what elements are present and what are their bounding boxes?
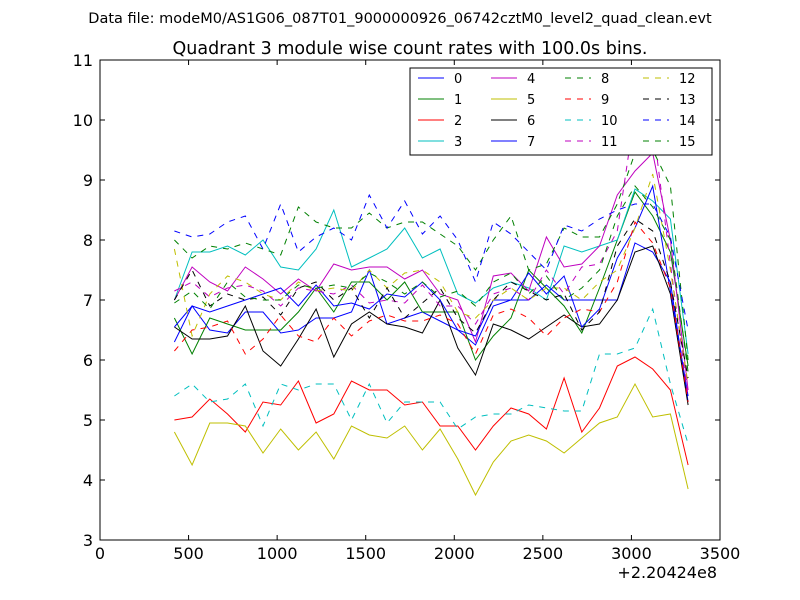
x-tick-label: 0 [95, 544, 105, 563]
series-line-15 [174, 185, 689, 373]
legend-label-4: 4 [527, 72, 535, 87]
y-tick-label: 4 [83, 471, 93, 490]
y-tick-label: 11 [73, 51, 93, 70]
series-line-13 [173, 218, 689, 379]
x-offset-label: +2.20424e8 [617, 563, 717, 582]
series-line-12 [173, 173, 689, 385]
legend-label-12: 12 [679, 72, 696, 87]
x-tick-label: 3000 [611, 544, 652, 563]
legend-label-8: 8 [601, 72, 609, 87]
series-line-14 [174, 193, 689, 331]
series-line-11 [174, 110, 689, 397]
y-tick-label: 6 [83, 351, 93, 370]
legend-label-1: 1 [454, 93, 462, 108]
y-tick-label: 7 [83, 291, 93, 310]
series-line-8 [174, 149, 689, 361]
legend-label-10: 10 [601, 114, 618, 129]
series-line-4 [173, 151, 689, 391]
series-line-6 [174, 245, 689, 406]
legend-label-15: 15 [679, 135, 696, 150]
legend-label-3: 3 [454, 135, 462, 150]
x-tick-label: 2000 [434, 544, 475, 563]
legend-label-5: 5 [527, 93, 535, 108]
series-line-3 [173, 188, 689, 355]
x-tick-label: 1500 [345, 544, 386, 563]
legend-label-6: 6 [527, 114, 535, 129]
legend-label-0: 0 [454, 72, 462, 87]
series-line-9 [174, 220, 689, 403]
legend-label-9: 9 [601, 93, 609, 108]
series-line-5 [173, 382, 689, 497]
figure-suptitle: Data file: modeM0/AS1G06_087T01_90000009… [88, 11, 712, 27]
y-tick-label: 8 [83, 231, 93, 250]
x-tick-label: 1000 [257, 544, 298, 563]
y-tick-label: 10 [73, 111, 93, 130]
chart-title: Quadrant 3 module wise count rates with … [173, 39, 648, 59]
legend-label-13: 13 [679, 93, 696, 108]
legend-box [409, 67, 713, 156]
legend-label-7: 7 [527, 135, 535, 150]
x-tick-label: 2500 [522, 544, 563, 563]
y-tick-label: 9 [83, 171, 93, 190]
legend-label-2: 2 [454, 114, 462, 129]
legend-label-11: 11 [601, 135, 618, 150]
series-layer [173, 110, 689, 497]
series-line-2 [174, 356, 689, 466]
x-tick-label: 3500 [700, 544, 741, 563]
series-line-10 [174, 307, 689, 445]
x-tick-label: 500 [173, 544, 204, 563]
y-tick-label: 5 [83, 411, 93, 430]
y-tick-label: 3 [83, 531, 93, 550]
legend-label-14: 14 [679, 114, 696, 129]
